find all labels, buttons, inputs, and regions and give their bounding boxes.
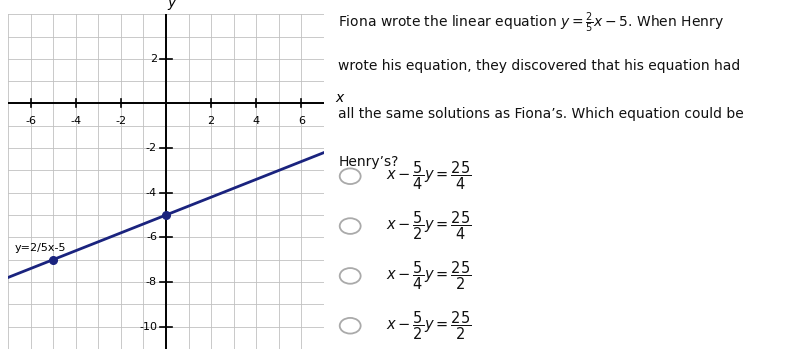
Text: -2: -2 — [146, 143, 157, 153]
Text: 2: 2 — [207, 116, 214, 126]
Text: wrote his equation, they discovered that his equation had: wrote his equation, they discovered that… — [338, 59, 741, 73]
Text: 6: 6 — [298, 116, 305, 126]
Text: x: x — [336, 91, 344, 105]
Text: Henry’s?: Henry’s? — [338, 155, 398, 169]
Text: all the same solutions as Fiona’s. Which equation could be: all the same solutions as Fiona’s. Which… — [338, 107, 744, 121]
Text: $x - \dfrac{5}{4}y = \dfrac{25}{2}$: $x - \dfrac{5}{4}y = \dfrac{25}{2}$ — [386, 260, 471, 292]
Text: 4: 4 — [253, 116, 260, 126]
Text: -8: -8 — [146, 277, 157, 287]
Text: $x - \dfrac{5}{2}y = \dfrac{25}{4}$: $x - \dfrac{5}{2}y = \dfrac{25}{4}$ — [386, 210, 471, 242]
Text: -4: -4 — [70, 116, 82, 126]
Text: y: y — [167, 0, 176, 10]
Text: Fiona wrote the linear equation $y = \frac{2}{5}x - 5$. When Henry: Fiona wrote the linear equation $y = \fr… — [338, 11, 724, 35]
Text: -6: -6 — [25, 116, 36, 126]
Text: -10: -10 — [139, 321, 157, 331]
Text: 2: 2 — [150, 54, 157, 64]
Text: $x - \dfrac{5}{2}y = \dfrac{25}{2}$: $x - \dfrac{5}{2}y = \dfrac{25}{2}$ — [386, 309, 471, 342]
Text: y=2/5x-5: y=2/5x-5 — [14, 244, 66, 253]
Text: $x - \dfrac{5}{4}y = \dfrac{25}{4}$: $x - \dfrac{5}{4}y = \dfrac{25}{4}$ — [386, 160, 471, 193]
Text: -2: -2 — [115, 116, 126, 126]
Text: -4: -4 — [146, 188, 157, 198]
Text: -6: -6 — [146, 232, 157, 242]
